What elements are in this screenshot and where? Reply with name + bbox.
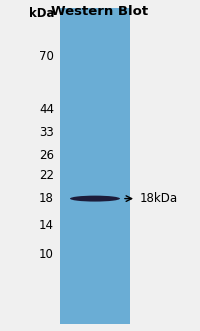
Text: 18kDa: 18kDa xyxy=(140,192,178,205)
Text: 44: 44 xyxy=(39,103,54,116)
Text: 70: 70 xyxy=(39,50,54,63)
Text: 33: 33 xyxy=(39,126,54,139)
Text: 26: 26 xyxy=(39,149,54,162)
Text: 22: 22 xyxy=(39,169,54,182)
Text: kDa: kDa xyxy=(29,7,54,20)
Text: Western Blot: Western Blot xyxy=(51,5,149,18)
Text: 14: 14 xyxy=(39,218,54,232)
Text: 18: 18 xyxy=(39,192,54,205)
FancyBboxPatch shape xyxy=(60,8,130,324)
Ellipse shape xyxy=(70,196,120,202)
Text: 10: 10 xyxy=(39,248,54,261)
